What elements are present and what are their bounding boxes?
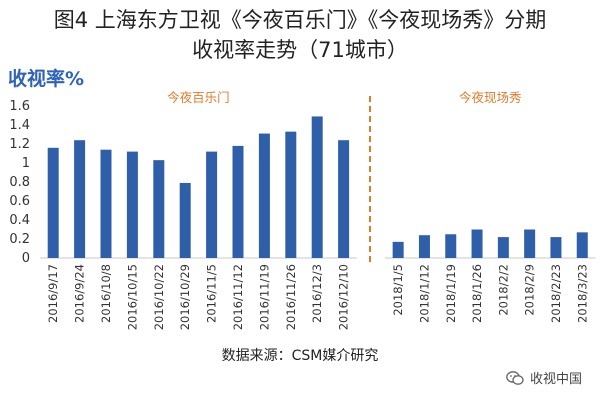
x-tick-label: 2016/11/19 xyxy=(257,264,271,330)
bar xyxy=(524,229,536,258)
x-tick-label: 2016/11/5 xyxy=(205,264,219,323)
y-tick-label: 1.6 xyxy=(9,99,30,114)
x-tick-label: 2016/10/29 xyxy=(178,264,192,330)
x-tick-label: 2016/10/8 xyxy=(99,264,113,323)
bar xyxy=(100,149,112,258)
x-tick-label: 2016/12/3 xyxy=(310,264,324,323)
x-tick-label: 2018/2/2 xyxy=(496,264,510,316)
x-tick-label: 2018/2/9 xyxy=(523,264,537,316)
y-tick-label: 0.4 xyxy=(9,213,30,228)
x-tick-label: 2018/1/5 xyxy=(391,264,405,316)
x-tick-label: 2018/3/23 xyxy=(575,264,589,323)
bar xyxy=(576,232,588,258)
bar xyxy=(285,131,297,258)
bar xyxy=(392,241,404,258)
chart-title-line-2: 收视率走势（71城市） xyxy=(192,38,408,62)
x-tick-label: 2018/1/19 xyxy=(444,264,458,323)
series-group-label: 今夜现场秀 xyxy=(459,90,522,105)
bar xyxy=(550,237,562,258)
x-tick-label: 2018/2/23 xyxy=(549,264,563,323)
bar xyxy=(445,234,457,258)
x-tick-label: 2016/9/17 xyxy=(46,264,60,323)
bar xyxy=(338,140,350,258)
watermark-text: 收视中国 xyxy=(529,372,582,387)
bar-chart: 0 0.2 0.4 0.6 0.8 1 1.2 1.4 1.6 2016/9/17 2016/9/2… xyxy=(9,90,596,330)
x-tick-label: 2018/1/12 xyxy=(417,264,431,323)
y-tick-label: 1.4 xyxy=(9,118,30,133)
x-tick-label: 2016/11/12 xyxy=(231,264,245,330)
bar xyxy=(258,133,270,258)
data-source-note: 数据来源：CSM媒介研究 xyxy=(221,348,379,364)
bar xyxy=(471,229,483,258)
x-tick-label: 2016/12/10 xyxy=(337,264,351,330)
bar xyxy=(418,235,430,258)
bar xyxy=(179,182,191,258)
x-tick-label: 2016/10/22 xyxy=(152,264,166,330)
y-tick-label: 1 xyxy=(22,156,30,171)
x-tick-label: 2018/1/26 xyxy=(470,264,484,323)
bar xyxy=(47,147,59,258)
y-axis-label: 收视率% xyxy=(8,68,85,90)
y-tick-label: 0.8 xyxy=(9,175,30,190)
y-tick-label: 0 xyxy=(22,251,30,266)
x-tick-label: 2016/11/26 xyxy=(284,264,298,330)
bar xyxy=(126,151,138,258)
bar xyxy=(153,160,165,258)
bar xyxy=(232,145,244,258)
bar xyxy=(497,237,509,258)
bar xyxy=(206,151,218,258)
y-tick-label: 0.6 xyxy=(9,194,30,209)
bar xyxy=(311,116,323,258)
bar xyxy=(74,140,86,258)
chart-title-line-1: 图4 上海东方卫视《今夜百乐门》《今夜现场秀》分期 xyxy=(53,8,547,32)
y-tick-label: 0.2 xyxy=(9,232,30,247)
x-tick-label: 2016/10/15 xyxy=(125,264,139,330)
x-tick-label: 2016/9/24 xyxy=(73,264,87,323)
wechat-icon xyxy=(506,370,524,385)
y-tick-label: 1.2 xyxy=(9,137,30,152)
watermark: 收视中国 xyxy=(506,368,582,387)
series-group-label: 今夜百乐门 xyxy=(167,90,230,105)
